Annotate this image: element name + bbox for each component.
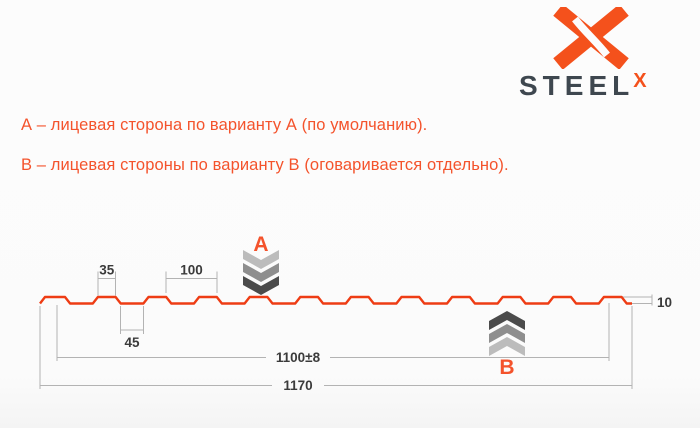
variant-b-marker: B bbox=[489, 311, 525, 379]
variant-b-letter: B bbox=[499, 356, 514, 379]
chevron-down-icon bbox=[243, 250, 279, 269]
dim-groove-label: 45 bbox=[124, 335, 140, 350]
note-variant-b: В – лицевая стороны по варианту В (огова… bbox=[21, 156, 509, 174]
dim-pitch: 100 bbox=[165, 263, 218, 293]
profile-outline bbox=[39, 295, 632, 305]
dim-top-flat: 35 bbox=[97, 263, 117, 296]
dim-full-width-label: 1170 bbox=[283, 378, 312, 393]
wordmark-steel: STEEL bbox=[519, 70, 635, 101]
dim-groove: 45 bbox=[120, 306, 144, 350]
chevron-down-icon bbox=[243, 263, 279, 282]
chevron-up-icon bbox=[489, 311, 525, 330]
chevron-up-icon bbox=[489, 324, 525, 343]
dim-full-width: 1170 bbox=[39, 306, 633, 393]
dim-top-flat-label: 35 bbox=[99, 263, 115, 278]
chevron-up-icon bbox=[489, 337, 525, 356]
dim-working-width-label: 1100±8 bbox=[276, 350, 321, 365]
dim-height-label: 10 bbox=[657, 295, 672, 310]
steelx-logo-icon bbox=[553, 7, 629, 69]
variant-a-marker: A bbox=[243, 233, 279, 295]
dim-pitch-label: 100 bbox=[180, 263, 203, 278]
variant-a-letter: A bbox=[253, 233, 268, 256]
chevron-down-icon bbox=[243, 276, 279, 295]
wordmark-x: X bbox=[633, 70, 647, 92]
dim-working-width: 1100±8 bbox=[56, 303, 610, 365]
note-variant-a: А – лицевая сторона по варианту А (по ум… bbox=[21, 116, 428, 134]
steelx-wordmark: STEEL X bbox=[519, 70, 679, 101]
